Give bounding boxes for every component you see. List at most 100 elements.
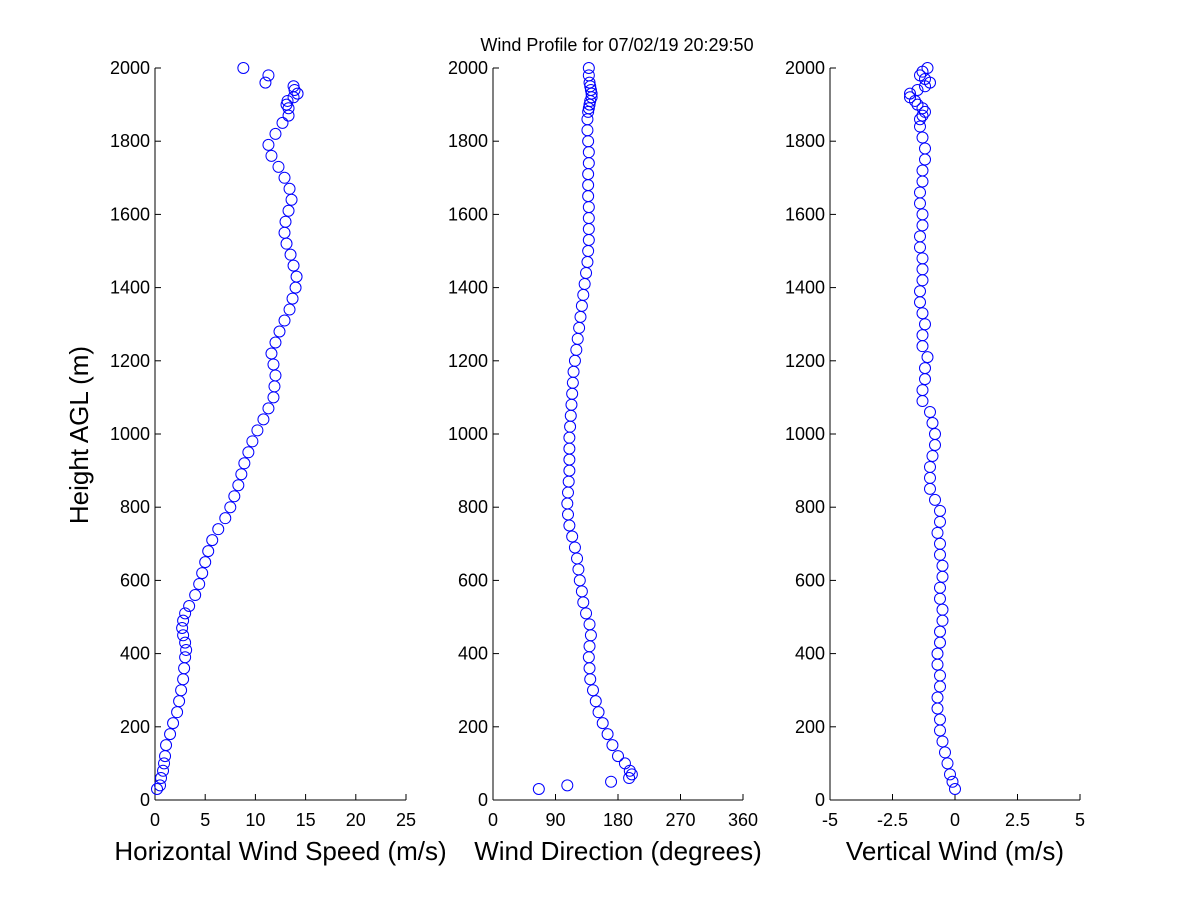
data-point — [916, 395, 929, 408]
y-tick-label: 1800 — [448, 131, 488, 151]
data-point — [228, 490, 241, 503]
data-point — [212, 523, 225, 536]
data-point — [573, 574, 586, 587]
y-tick-label: 1200 — [110, 351, 150, 371]
data-point — [159, 750, 172, 763]
data-point — [582, 245, 595, 257]
data-point — [224, 501, 237, 514]
data-point — [573, 321, 586, 334]
data-point — [290, 270, 303, 283]
data-point — [251, 424, 264, 437]
y-tick-label: 1400 — [785, 278, 825, 298]
y-tick-label: 1200 — [785, 351, 825, 371]
data-point — [934, 636, 946, 649]
data-point — [175, 684, 188, 697]
data-point — [532, 783, 545, 796]
data-point — [286, 292, 299, 305]
data-point — [921, 351, 934, 364]
data-point — [934, 669, 946, 682]
data-point — [582, 223, 595, 236]
y-tick-label: 1000 — [448, 424, 488, 444]
data-point — [177, 673, 190, 686]
data-point — [916, 263, 929, 276]
data-point — [262, 402, 275, 415]
data-point — [582, 201, 595, 214]
data-point — [572, 563, 585, 576]
data-point — [587, 684, 599, 697]
data-point — [623, 772, 636, 785]
data-point — [934, 592, 946, 605]
data-point — [941, 757, 954, 770]
data-point — [934, 713, 946, 726]
x-tick-label: 0 — [488, 810, 498, 830]
data-point — [914, 186, 926, 199]
data-point — [581, 124, 594, 137]
y-tick-label: 800 — [120, 497, 150, 517]
x-axis-title: Wind Direction (degrees) — [474, 836, 762, 866]
data-point — [262, 138, 275, 151]
x-tick-label: 15 — [296, 810, 316, 830]
data-point — [946, 775, 959, 788]
x-tick-label: -5 — [822, 810, 838, 830]
data-point — [934, 515, 946, 528]
data-point — [916, 252, 929, 265]
data-point — [564, 420, 577, 433]
y-tick-label: 800 — [458, 497, 488, 517]
data-point — [281, 94, 294, 107]
data-point — [926, 449, 939, 462]
data-point — [160, 739, 173, 752]
data-point — [582, 190, 595, 203]
data-point — [285, 193, 298, 206]
data-point — [921, 62, 934, 74]
data-point — [571, 332, 584, 345]
data-point — [934, 581, 946, 594]
data-point — [179, 651, 192, 664]
data-point — [916, 329, 929, 342]
data-point — [283, 182, 296, 195]
data-point — [577, 596, 590, 609]
y-tick-label: 1200 — [448, 351, 488, 371]
y-tick-label: 400 — [795, 644, 825, 664]
data-point — [568, 354, 581, 367]
data-point — [584, 673, 597, 686]
data-point — [914, 296, 926, 309]
data-point — [924, 406, 936, 419]
data-point — [287, 80, 300, 93]
data-point — [582, 146, 595, 159]
data-point — [914, 241, 926, 254]
data-point — [934, 680, 946, 693]
data-point — [916, 340, 929, 353]
y-tick-label: 0 — [815, 790, 825, 810]
x-tick-label: 90 — [545, 810, 565, 830]
data-point — [563, 464, 576, 477]
data-point — [578, 277, 591, 290]
data-point — [206, 534, 219, 547]
data-point — [904, 91, 916, 104]
data-point — [196, 567, 209, 580]
data-point — [592, 706, 605, 719]
vertical-wind-panel: 0 200 400 600 800 1000 1200 1400 1600 1800 2000 -5 -… — [785, 58, 1085, 866]
data-point — [934, 537, 946, 550]
data-markers — [532, 62, 638, 796]
data-point — [283, 303, 296, 316]
data-point — [562, 508, 574, 521]
data-point — [605, 775, 618, 788]
data-point — [242, 446, 255, 459]
y-tick-label: 200 — [120, 717, 150, 737]
data-point — [157, 764, 170, 777]
data-point — [914, 113, 926, 126]
data-point — [580, 607, 593, 620]
data-point — [179, 607, 192, 620]
y-tick-label: 600 — [795, 570, 825, 590]
data-point — [262, 69, 275, 82]
y-tick-label: 1400 — [110, 278, 150, 298]
data-point — [582, 69, 595, 82]
data-point — [167, 717, 180, 730]
y-tick-label: 0 — [478, 790, 488, 810]
data-point — [914, 197, 926, 210]
data-point — [189, 589, 202, 602]
data-point — [911, 98, 924, 111]
data-point — [154, 779, 167, 792]
data-point — [267, 391, 280, 404]
data-point — [177, 629, 190, 642]
